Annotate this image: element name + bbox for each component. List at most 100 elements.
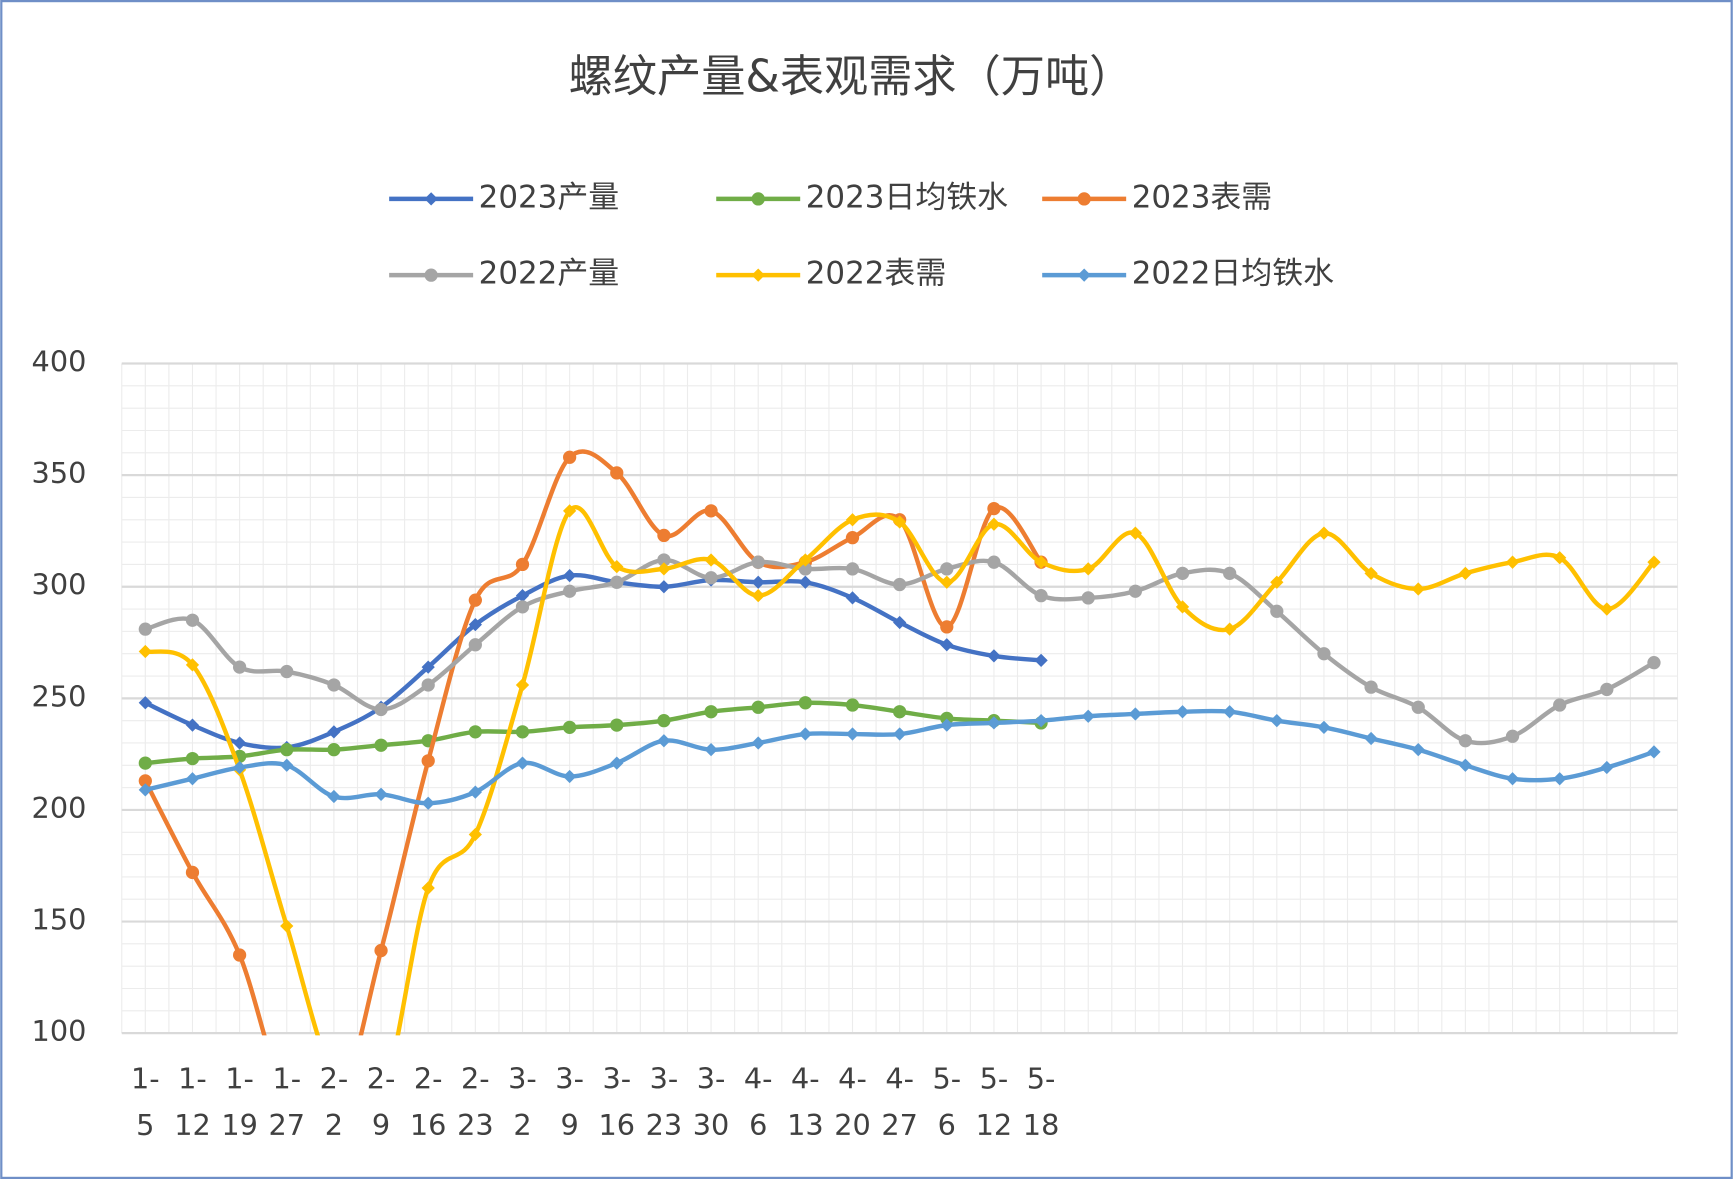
point	[1364, 566, 1378, 580]
point	[421, 754, 435, 768]
point	[563, 504, 577, 518]
point	[468, 593, 482, 607]
point	[515, 589, 530, 603]
point	[327, 789, 341, 804]
point	[704, 743, 718, 757]
point	[610, 756, 624, 770]
point	[185, 865, 200, 880]
x-tick-label: 4-27	[881, 1062, 918, 1142]
point	[421, 881, 435, 895]
point	[563, 584, 577, 598]
point	[138, 756, 152, 770]
x-tick-label: 3-2	[508, 1062, 537, 1142]
point	[563, 450, 577, 464]
point	[657, 580, 671, 594]
point	[468, 618, 482, 632]
point	[563, 720, 577, 734]
point	[845, 531, 860, 545]
point	[610, 718, 624, 732]
x-tick-label: 1-5	[131, 1062, 160, 1142]
point	[280, 743, 294, 757]
point	[1270, 575, 1284, 589]
point	[515, 725, 530, 739]
point	[1505, 772, 1520, 786]
point	[893, 577, 907, 592]
point	[610, 466, 624, 480]
x-tick-label: 1-27	[268, 1062, 305, 1142]
point	[232, 660, 247, 674]
point	[1223, 705, 1237, 719]
point	[280, 919, 294, 933]
x-tick-label: 3-9	[555, 1062, 584, 1142]
series	[138, 504, 1661, 1036]
legend-label: 2022表需	[806, 256, 947, 292]
point	[327, 743, 341, 757]
point	[1458, 734, 1473, 748]
point	[327, 678, 341, 692]
point	[1411, 743, 1425, 757]
y-tick-label: 250	[32, 679, 87, 713]
x-tick-label: 4-20	[834, 1062, 871, 1142]
point	[704, 705, 718, 719]
point	[798, 553, 812, 567]
x-tick-label: 2-9	[367, 1062, 396, 1142]
point	[515, 756, 530, 770]
point	[751, 555, 765, 569]
point	[798, 696, 812, 710]
point	[138, 774, 152, 788]
point	[1128, 707, 1143, 721]
point	[424, 192, 438, 206]
y-tick-label: 300	[32, 568, 87, 602]
legend-label: 2022日均铁水	[1132, 256, 1334, 292]
point	[940, 562, 954, 576]
point	[657, 528, 671, 543]
legend-label: 2023日均铁水	[806, 179, 1008, 215]
point	[1175, 600, 1190, 614]
point	[1128, 526, 1143, 540]
point	[232, 760, 247, 775]
point	[987, 555, 1001, 569]
point	[468, 725, 482, 739]
point	[751, 589, 765, 603]
point	[421, 678, 435, 692]
point	[893, 705, 907, 719]
y-tick-label: 400	[32, 345, 87, 379]
chart-title: 螺纹产量&表观需求（万吨）	[569, 52, 1134, 103]
point	[1553, 772, 1567, 786]
x-tick-label: 2-16	[410, 1062, 447, 1142]
point	[515, 600, 530, 614]
point	[893, 615, 907, 630]
point	[704, 553, 718, 567]
x-tick-label: 1-12	[174, 1062, 211, 1142]
point	[845, 591, 860, 605]
point	[1458, 566, 1473, 580]
point	[1270, 604, 1284, 618]
x-tick-label: 1-19	[221, 1062, 258, 1142]
point	[1175, 705, 1190, 719]
point	[1647, 555, 1661, 569]
y-tick-label: 150	[32, 903, 87, 937]
point	[1034, 714, 1048, 728]
point	[845, 698, 860, 712]
point	[1223, 566, 1237, 580]
point	[751, 268, 765, 282]
point	[1077, 192, 1091, 206]
point	[657, 714, 671, 728]
point	[798, 575, 812, 589]
legend-label: 2023表需	[1132, 179, 1273, 215]
point	[138, 622, 152, 636]
point	[280, 664, 294, 679]
point	[374, 738, 388, 752]
point	[515, 678, 530, 692]
point	[845, 727, 860, 741]
x-tick-label: 5-12	[976, 1062, 1013, 1142]
point	[468, 638, 482, 652]
point	[1081, 562, 1095, 576]
legend-label: 2023产量	[479, 179, 620, 215]
x-tick-label: 5-6	[932, 1062, 961, 1142]
point	[1600, 602, 1614, 616]
point	[1175, 566, 1190, 580]
legend-label: 2022产量	[479, 256, 620, 292]
